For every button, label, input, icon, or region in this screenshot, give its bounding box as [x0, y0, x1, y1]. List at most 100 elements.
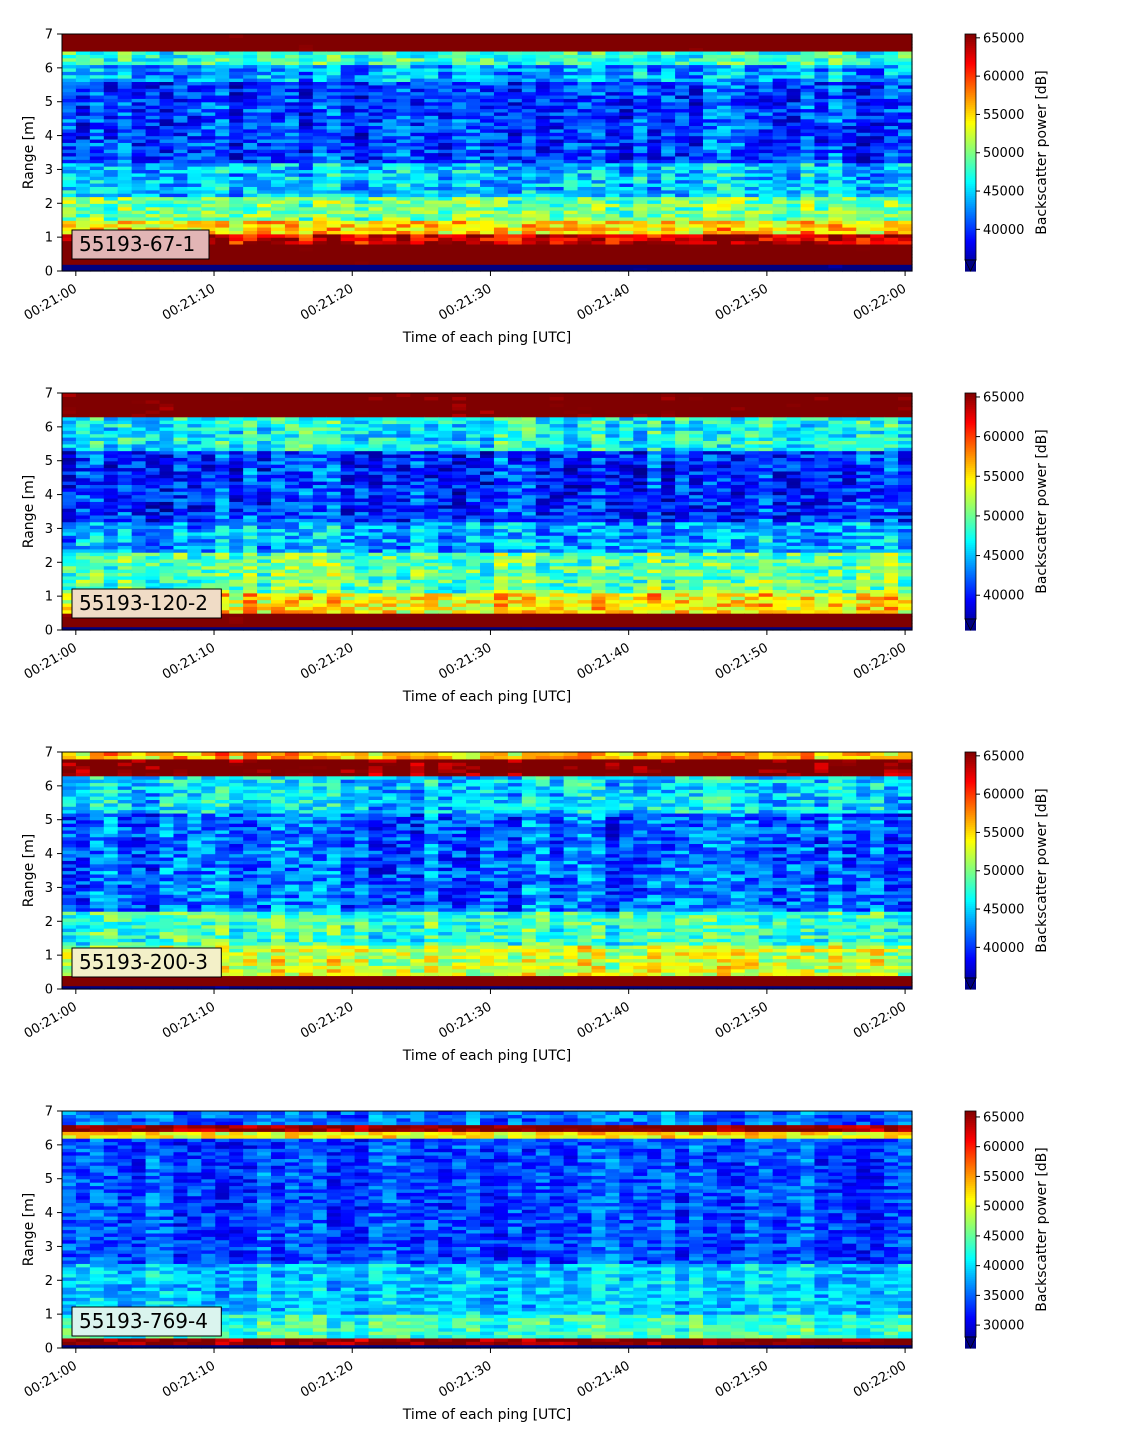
heatmap-cell — [382, 152, 398, 157]
heatmap-cell — [117, 128, 133, 133]
heatmap-cell — [89, 142, 105, 147]
heatmap-cell — [382, 210, 398, 215]
heatmap-cell — [229, 135, 244, 140]
heatmap-cell — [103, 50, 119, 55]
heatmap-cell — [257, 216, 272, 221]
heatmap-cell — [340, 267, 356, 272]
heatmap-cell — [229, 186, 244, 191]
heatmap-cell — [284, 182, 300, 187]
heatmap-cell — [103, 260, 119, 265]
heatmap-cell — [368, 98, 384, 103]
heatmap-cell — [298, 199, 314, 204]
heatmap-cell — [201, 91, 216, 96]
heatmap-cell — [312, 142, 328, 147]
heatmap-cell — [354, 226, 370, 231]
heatmap-cell — [396, 108, 411, 113]
heatmap-cell — [187, 91, 202, 96]
heatmap-cell — [410, 257, 425, 262]
heatmap-cell — [62, 199, 77, 204]
heatmap-cell — [243, 40, 258, 45]
heatmap-cell — [410, 152, 425, 157]
heatmap-cell — [312, 71, 328, 76]
heatmap-cell — [187, 81, 202, 86]
heatmap-cell — [410, 199, 425, 204]
heatmap-cell — [340, 233, 356, 238]
heatmap-cell — [410, 132, 425, 137]
heatmap-cell — [396, 152, 411, 157]
heatmap-cell — [229, 64, 244, 69]
heatmap-cell — [368, 47, 384, 52]
heatmap-cell — [173, 44, 189, 49]
heatmap-cell — [75, 264, 91, 269]
heatmap-cell — [173, 169, 189, 174]
heatmap-cell — [410, 247, 425, 252]
heatmap-cell — [410, 203, 425, 208]
heatmap-cell — [131, 216, 147, 221]
x-tick-label: 00:21:50 — [713, 281, 771, 323]
heatmap-cell — [340, 57, 356, 62]
heatmap-cell — [131, 98, 147, 103]
heatmap-cell — [145, 115, 161, 120]
heatmap-cell — [368, 243, 384, 248]
heatmap-cell — [312, 94, 328, 99]
heatmap-cell — [298, 115, 314, 120]
heatmap-cell — [243, 243, 258, 248]
heatmap-cell — [89, 267, 105, 272]
heatmap-cell — [298, 122, 314, 127]
heatmap-cell — [410, 71, 425, 76]
heatmap-cell — [257, 149, 272, 154]
heatmap-cell — [257, 78, 272, 82]
heatmap-cell — [424, 145, 439, 150]
heatmap-cell — [424, 199, 439, 204]
heatmap-cell — [103, 149, 119, 154]
heatmap-cell — [326, 111, 342, 116]
heatmap-cell — [215, 122, 230, 127]
heatmap-cell — [271, 105, 286, 110]
heatmap-cell — [201, 118, 216, 123]
heatmap-cell — [145, 84, 161, 89]
heatmap-cell — [368, 203, 384, 208]
heatmap-cell — [131, 111, 147, 116]
heatmap-cell — [131, 74, 147, 79]
heatmap-cell — [424, 162, 439, 167]
heatmap-cell — [75, 115, 91, 120]
heatmap-cell — [201, 108, 216, 113]
heatmap-cell — [173, 71, 189, 76]
heatmap-cell — [354, 230, 370, 235]
heatmap-cell — [257, 54, 272, 59]
heatmap-cell — [215, 142, 230, 147]
heatmap-cell — [354, 260, 370, 265]
heatmap-cell — [424, 264, 439, 269]
heatmap-cell — [298, 210, 314, 215]
heatmap-cell — [382, 145, 398, 150]
heatmap-cell — [312, 230, 328, 235]
heatmap-cell — [340, 91, 356, 96]
heatmap-cell — [89, 78, 105, 82]
colorbar-tick-label: 60000 — [983, 70, 1024, 85]
heatmap-cell — [354, 50, 370, 55]
heatmap-cell — [410, 210, 425, 215]
heatmap-cell — [661, 34, 676, 38]
heatmap-cell — [229, 193, 244, 198]
heatmap-cell — [173, 57, 189, 62]
heatmap-cell — [298, 226, 314, 231]
heatmap-cell — [215, 71, 230, 76]
heatmap-cell — [257, 67, 272, 72]
heatmap-cell — [312, 81, 328, 86]
heatmap-cell — [201, 84, 216, 89]
heatmap-cell — [424, 254, 439, 259]
heatmap-cell — [187, 159, 202, 164]
heatmap-cell — [312, 203, 328, 208]
heatmap-cell — [382, 230, 398, 235]
heatmap-cell — [326, 94, 342, 99]
heatmap-cell — [215, 213, 230, 218]
heatmap-cell — [326, 223, 342, 228]
heatmap-cell — [243, 81, 258, 86]
heatmap-cell — [396, 243, 411, 248]
heatmap-cell — [298, 34, 314, 38]
heatmap-cell — [410, 159, 425, 164]
heatmap-cell — [89, 47, 105, 52]
heatmap-cell — [424, 142, 439, 147]
heatmap-cell — [326, 78, 342, 82]
heatmap-cell — [424, 149, 439, 154]
